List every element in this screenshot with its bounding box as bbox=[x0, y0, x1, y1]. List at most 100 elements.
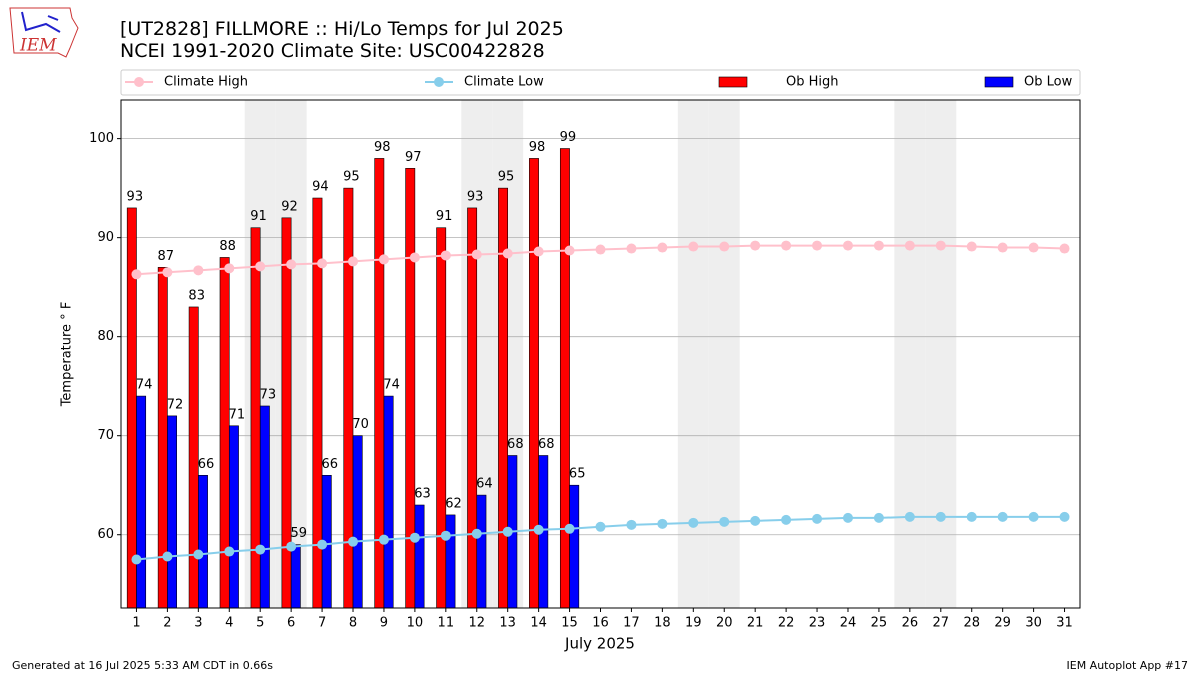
x-tick-label: 15 bbox=[561, 616, 578, 631]
x-tick-label: 16 bbox=[592, 616, 609, 631]
footer-left: Generated at 16 Jul 2025 5:33 AM CDT in … bbox=[12, 659, 273, 672]
point bbox=[533, 524, 544, 535]
point bbox=[904, 240, 915, 251]
y-tick-label: 80 bbox=[97, 329, 114, 344]
point bbox=[688, 517, 699, 528]
legend-box bbox=[120, 69, 1081, 96]
value-label: 59 bbox=[291, 526, 308, 541]
point bbox=[286, 541, 297, 552]
x-tick-label: 10 bbox=[407, 616, 424, 631]
point bbox=[533, 246, 544, 257]
point bbox=[873, 512, 884, 523]
weekend-shade bbox=[894, 100, 926, 608]
x-tick-label: 17 bbox=[623, 616, 640, 631]
point bbox=[595, 244, 606, 255]
x-tick-label: 2 bbox=[163, 616, 171, 631]
x-tick-label: 27 bbox=[933, 616, 950, 631]
legend-label: Climate High bbox=[164, 75, 248, 90]
legend-marker bbox=[434, 77, 444, 87]
point bbox=[255, 544, 266, 555]
value-label: 65 bbox=[569, 467, 586, 482]
point bbox=[781, 240, 792, 251]
point bbox=[935, 511, 946, 522]
point bbox=[409, 252, 420, 263]
point bbox=[750, 240, 761, 251]
value-label: 94 bbox=[312, 180, 329, 195]
value-label: 71 bbox=[229, 407, 246, 422]
value-label: 92 bbox=[281, 199, 298, 214]
value-label: 93 bbox=[467, 189, 484, 204]
value-label: 68 bbox=[538, 437, 555, 452]
value-label: 62 bbox=[445, 496, 462, 511]
value-label: 98 bbox=[529, 140, 546, 155]
bar bbox=[559, 148, 570, 609]
legend-label: Ob High bbox=[786, 75, 839, 90]
point bbox=[842, 240, 853, 251]
value-label: 66 bbox=[198, 457, 215, 472]
point bbox=[502, 526, 513, 537]
footer-right: IEM Autoplot App #17 bbox=[1067, 659, 1189, 672]
point bbox=[1059, 511, 1070, 522]
point bbox=[1028, 511, 1039, 522]
x-tick-label: 18 bbox=[654, 616, 671, 631]
point bbox=[935, 240, 946, 251]
point bbox=[1059, 243, 1070, 254]
x-tick-label: 13 bbox=[499, 616, 516, 631]
x-tick-label: 9 bbox=[380, 616, 388, 631]
logo: IEM bbox=[9, 7, 79, 58]
point bbox=[781, 514, 792, 525]
point bbox=[904, 511, 915, 522]
x-tick-label: 20 bbox=[716, 616, 733, 631]
x-tick-label: 12 bbox=[468, 616, 485, 631]
value-label: 97 bbox=[405, 150, 422, 165]
x-tick-label: 4 bbox=[225, 616, 233, 631]
x-tick-label: 7 bbox=[318, 616, 326, 631]
bar bbox=[126, 207, 137, 609]
point bbox=[657, 242, 668, 253]
x-axis-label: July 2025 bbox=[564, 635, 635, 653]
point bbox=[255, 261, 266, 272]
value-label: 83 bbox=[188, 288, 205, 303]
bar bbox=[198, 475, 208, 609]
point bbox=[286, 259, 297, 270]
x-tick-label: 29 bbox=[994, 616, 1011, 631]
point bbox=[595, 521, 606, 532]
bar bbox=[167, 415, 177, 609]
value-label: 74 bbox=[136, 378, 153, 393]
bar bbox=[529, 158, 539, 609]
point bbox=[966, 241, 977, 252]
point bbox=[193, 265, 204, 276]
legend-label: Climate Low bbox=[464, 75, 544, 90]
point bbox=[131, 269, 142, 280]
value-label: 66 bbox=[321, 457, 338, 472]
point bbox=[224, 546, 235, 557]
point bbox=[564, 523, 575, 534]
point bbox=[1028, 242, 1039, 253]
point bbox=[812, 513, 823, 524]
x-tick-label: 22 bbox=[778, 616, 795, 631]
x-tick-label: 5 bbox=[256, 616, 264, 631]
y-tick-label: 100 bbox=[89, 131, 114, 146]
x-tick-label: 23 bbox=[809, 616, 826, 631]
x-tick-label: 25 bbox=[871, 616, 888, 631]
x-tick-label: 24 bbox=[840, 616, 857, 631]
point bbox=[348, 536, 359, 547]
point bbox=[657, 518, 668, 529]
value-label: 91 bbox=[250, 209, 267, 224]
point bbox=[409, 532, 420, 543]
point bbox=[966, 511, 977, 522]
value-label: 68 bbox=[507, 437, 524, 452]
bar bbox=[352, 435, 363, 609]
point bbox=[564, 245, 575, 256]
point bbox=[626, 519, 637, 530]
point bbox=[471, 528, 482, 539]
plot-frame bbox=[120, 99, 1081, 609]
weekend-shade bbox=[708, 100, 740, 608]
value-label: 70 bbox=[352, 417, 369, 432]
point bbox=[131, 554, 142, 565]
point bbox=[688, 241, 699, 252]
bar bbox=[414, 504, 425, 609]
x-tick-label: 26 bbox=[902, 616, 919, 631]
value-label: 64 bbox=[476, 477, 493, 492]
